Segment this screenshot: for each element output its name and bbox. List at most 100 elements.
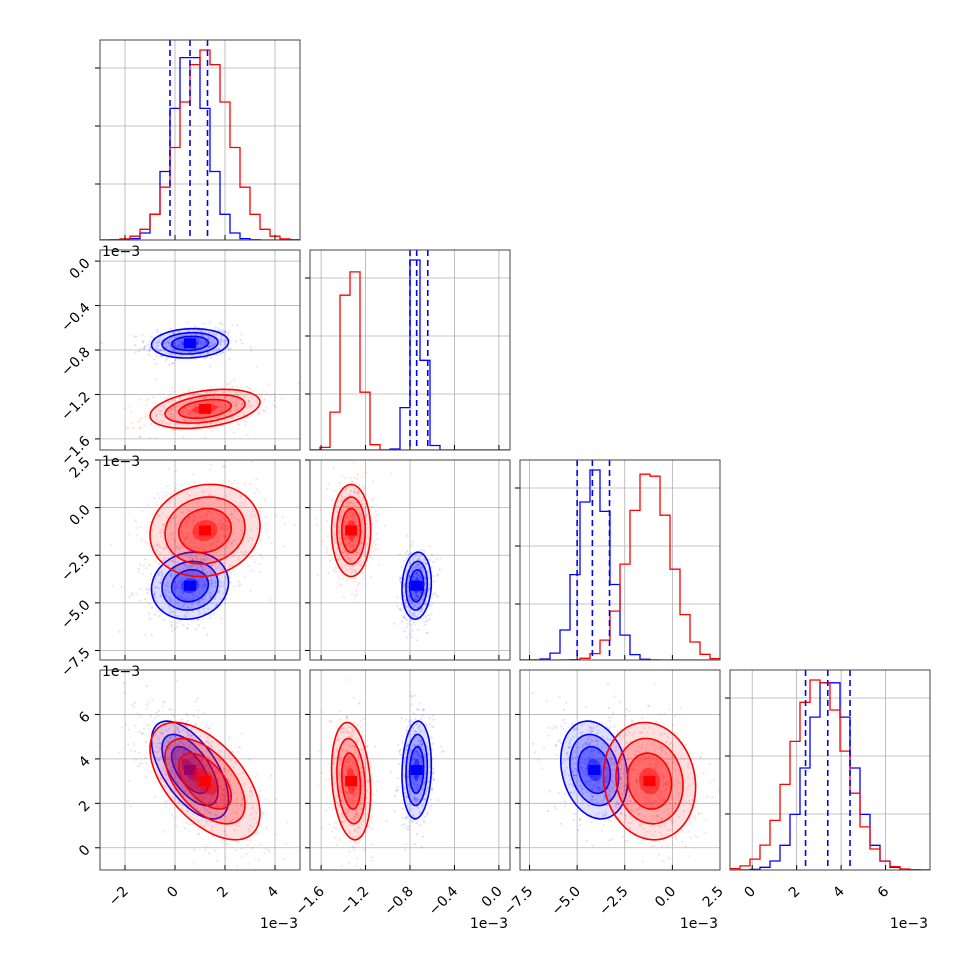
sample-point [406,534,409,537]
sample-point [187,746,190,749]
sample-point [214,326,217,329]
sample-point [200,759,204,762]
sample-point [168,759,171,762]
sample-point [193,515,196,518]
sample-point [176,725,179,728]
sample-point [610,786,613,789]
sample-point [355,791,358,794]
sample-point [417,754,420,757]
sample-point [196,792,199,795]
sample-point [592,758,595,761]
sample-point [240,803,243,806]
sample-point [174,777,177,780]
sample-point [235,812,239,815]
sample-point [407,595,411,598]
sample-point [219,343,222,346]
sample-point [596,739,600,742]
sample-point [155,341,158,345]
sample-point [207,337,211,341]
sample-point [371,523,374,526]
sample-point [603,794,606,797]
sample-point [396,788,399,791]
sample-point [350,817,354,820]
sample-point [228,358,231,361]
sample-point [225,524,228,527]
sample-point [172,331,175,334]
sample-point [204,545,207,548]
sample-point [186,761,189,765]
sample-point [207,494,210,497]
contour-line [149,388,261,430]
sample-point [420,609,423,613]
sample-point [604,751,607,754]
sample-point [169,591,172,594]
sample-point [421,742,424,745]
sample-point [170,623,173,627]
sample-point [209,592,212,595]
sample-point [604,813,607,816]
sample-point [205,341,208,344]
sample-point [193,804,196,808]
sample-point [265,522,268,525]
sample-point [428,765,431,768]
sample-point [176,343,180,346]
sample-point [118,630,121,633]
sample-point [195,787,198,790]
sample-point [413,573,416,576]
sample-point [207,811,211,814]
sample-point [348,542,351,545]
sample-point [182,407,185,410]
sample-point [205,402,208,405]
sample-point [197,820,200,823]
sample-point [183,724,186,727]
sample-point [369,825,372,829]
sample-point [158,742,161,745]
sample-point [221,526,224,530]
sample-point [185,419,188,423]
sample-point [240,533,243,536]
sample-point [152,593,155,596]
sample-point [370,556,373,560]
sample-point [240,732,243,735]
sample-point [190,564,194,568]
sample-point [215,353,218,357]
sample-point [414,598,417,601]
sample-point [348,543,351,546]
sample-point [432,574,435,578]
sample-point [187,785,190,788]
sample-point [225,527,228,530]
sample-point [356,816,359,819]
sample-point [203,807,206,810]
sample-point [219,597,222,600]
scatter-red [317,678,380,870]
sample-point [156,543,160,546]
sample-point [342,577,345,580]
sample-point [583,772,586,775]
sample-point [168,736,172,739]
sample-point [152,395,155,398]
sample-point [203,583,207,586]
sample-point [209,390,213,393]
sample-point [440,750,444,753]
sample-point [351,515,354,518]
sample-point [602,813,605,816]
sample-point [169,327,172,331]
sample-point [161,572,164,576]
sample-point [167,341,170,344]
sample-point [161,512,164,515]
sample-point [216,566,219,569]
sample-point [347,765,350,769]
sample-point [196,767,200,770]
sample-point [356,473,360,476]
sample-point [199,516,202,519]
sample-point [192,737,195,740]
sample-point [419,578,422,581]
scatter-red [124,365,300,450]
sample-point [411,567,414,570]
sample-point [221,799,224,802]
sample-point [434,594,438,597]
sample-point [585,840,588,843]
sample-point [211,788,215,791]
sample-point [629,800,632,803]
sample-point [285,842,288,845]
